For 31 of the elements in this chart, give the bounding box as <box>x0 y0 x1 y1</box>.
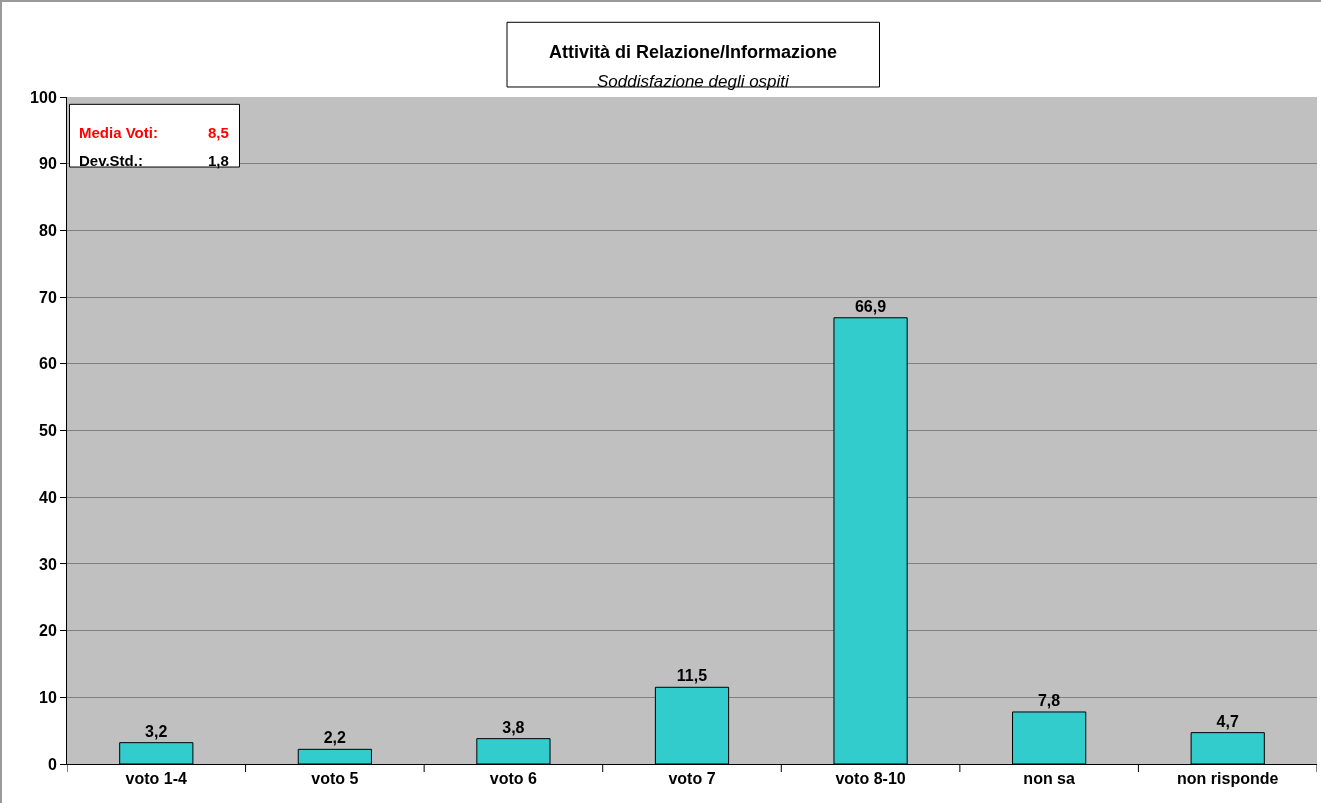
annotation: Dev.Std.: <box>79 152 143 169</box>
data-label: 66,9 <box>854 297 887 315</box>
data-label: 11,5 <box>676 667 708 685</box>
y-tick-label: 90 <box>39 155 57 173</box>
x-tick-label: voto 6 <box>489 770 538 788</box>
x-tick-label: voto 1-4 <box>125 770 188 788</box>
x-tick-label: voto 7 <box>668 770 716 788</box>
y-tick-label: 50 <box>39 422 57 440</box>
chart-subtitle: Soddisfazione degli ospiti <box>597 72 791 91</box>
x-tick-label: non risponde <box>1177 770 1279 788</box>
x-tick-label: non sa <box>1023 770 1076 788</box>
y-tick-label: 100 <box>30 88 57 106</box>
data-label: 3,8 <box>502 718 525 736</box>
y-tick-label: 30 <box>39 555 57 573</box>
annotation: 1,8 <box>208 152 229 169</box>
data-label: 2,2 <box>323 729 347 747</box>
data-label: 3,2 <box>145 722 168 740</box>
y-tick-label: 40 <box>39 488 57 506</box>
chart-title: Attività di Relazione/Informazione <box>549 42 838 62</box>
y-tick-label: 70 <box>39 288 57 306</box>
y-tick-label: 0 <box>47 755 57 773</box>
annotation: 8,5 <box>208 124 229 141</box>
y-tick-label: 80 <box>39 222 57 239</box>
y-tick-label: 10 <box>39 688 57 706</box>
y-tick-label: 20 <box>39 622 57 640</box>
x-tick-label: voto 8-10 <box>835 770 906 788</box>
y-tick-label: 60 <box>39 355 57 373</box>
data-label: 7,8 <box>1037 691 1061 709</box>
annotation: Media Voti: <box>79 124 158 141</box>
data-label: 4,7 <box>1216 712 1239 730</box>
x-tick-label: voto 5 <box>311 770 359 788</box>
